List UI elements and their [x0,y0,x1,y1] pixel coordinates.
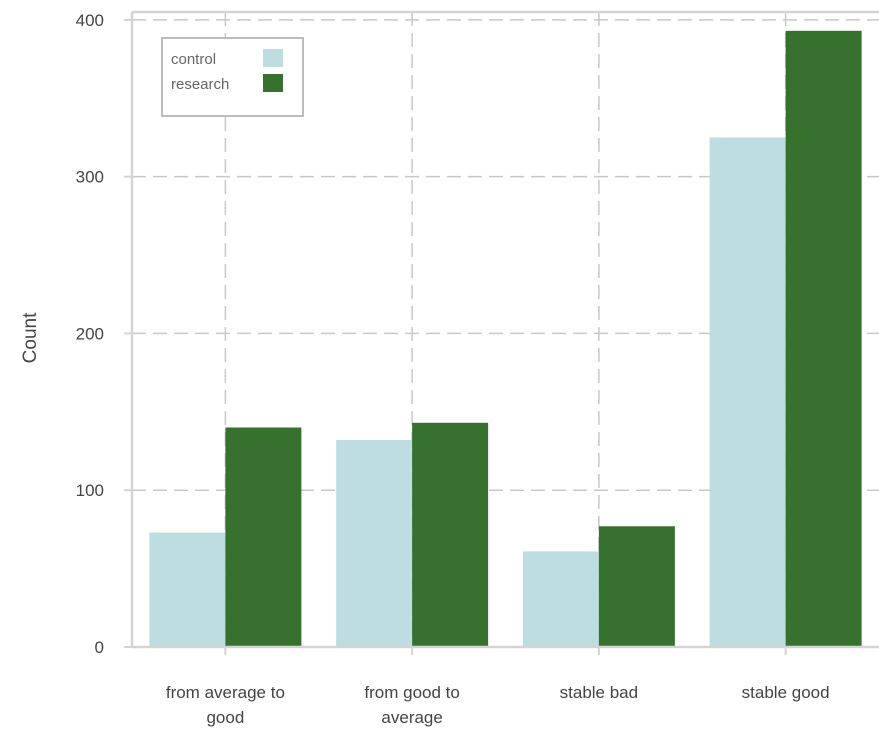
bar-control [709,137,786,647]
y-tick-label: 200 [76,324,104,343]
y-tick-label: 300 [76,168,104,187]
legend-swatch-control [263,49,283,67]
x-tick-label-line: from good to [364,683,459,702]
bar-control [336,440,413,647]
bar-research [225,427,302,647]
x-tick-label-line: good [206,708,244,727]
y-axis-title: Count [20,312,41,363]
x-tick-label-line: from average to [166,683,285,702]
bar-research [785,30,862,647]
bar-research [598,526,675,647]
legend-label-control: control [171,51,216,68]
legend-swatch-research [263,74,283,92]
x-tick-label-line: average [381,708,442,727]
x-tick-label: from average to good [166,683,285,727]
y-tick-label: 400 [76,11,104,30]
y-tick-label: 0 [95,638,104,657]
x-tick-label-line: stable bad [560,683,638,702]
legend-label-research: research [171,76,229,93]
x-tick-label-line: stable good [742,683,830,702]
bars [149,30,862,647]
bar-control [522,551,599,647]
x-tick-label: from good to average [364,683,459,727]
bar-control [149,532,226,647]
legend: control research [161,37,304,117]
plot-frame [130,10,879,649]
axes: 0 100 200 300 400 from average to good from goo… [76,11,830,727]
y-tick-label: 100 [76,481,104,500]
x-tick-label: stable good [742,683,830,702]
bar-research [412,422,489,647]
x-tick-label: stable bad [560,683,638,702]
